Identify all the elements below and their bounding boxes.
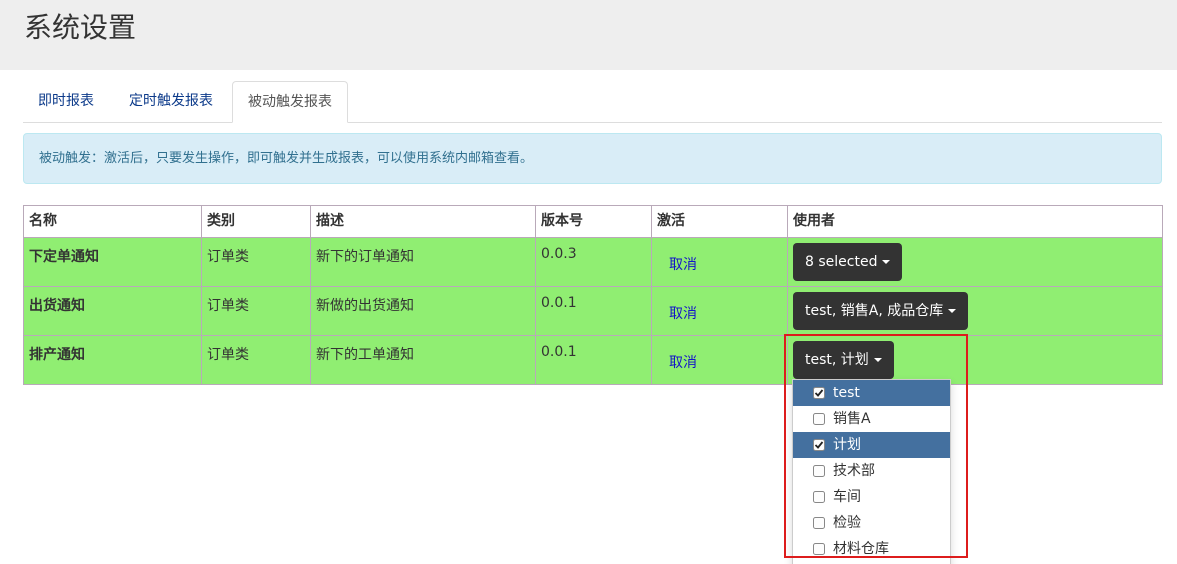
table-cell: 订单类	[201, 237, 311, 287]
table-cell: test, 计划	[787, 335, 1163, 385]
users-select-button[interactable]: test, 销售A, 成品仓库	[793, 292, 969, 330]
table-cell: 新下的工单通知	[310, 335, 536, 385]
option-label: 检验	[833, 515, 861, 531]
tab[interactable]: 定时触发报表	[129, 93, 213, 109]
dropdown-option[interactable]: 材料仓库	[793, 536, 950, 562]
dropdown-option[interactable]: 车间	[793, 484, 950, 510]
checkbox[interactable]	[813, 491, 825, 503]
column-header: 版本号	[535, 205, 652, 238]
option-label: 销售A	[833, 411, 871, 427]
checkbox[interactable]	[813, 517, 825, 529]
option-label: 车间	[833, 489, 861, 505]
column-header: 使用者	[787, 205, 1163, 238]
dropdown-option[interactable]: test	[793, 380, 950, 406]
table-row: 下定单通知 订单类 新下的订单通知 0.0.3 取消 8 selected	[23, 237, 1163, 287]
table-cell: test, 销售A, 成品仓库	[787, 286, 1163, 336]
table-cell: 新下的订单通知	[310, 237, 536, 287]
table-row: 出货通知 订单类 新做的出货通知 0.0.1 取消 test, 销售A, 成品仓库	[23, 286, 1163, 336]
table-cell: 新做的出货通知	[310, 286, 536, 336]
page-title: 系统设置	[24, 11, 137, 44]
caret-icon	[882, 260, 891, 264]
table-cell: 下定单通知	[23, 237, 202, 287]
dropdown-option[interactable]: 计划	[793, 432, 950, 458]
dropdown-option[interactable]: 销售A	[793, 406, 950, 432]
dropdown-option[interactable]: 技术部	[793, 458, 950, 484]
checkbox[interactable]	[813, 543, 825, 555]
users-select-button[interactable]: 8 selected	[793, 243, 903, 281]
column-header: 激活	[651, 205, 788, 238]
checkbox[interactable]	[813, 465, 825, 477]
report-table: 名称 类别 描述 版本号 激活 使用者 下定单通知 订单类 新下的订单通知 0.0.3 取消 8 s…	[23, 205, 1163, 385]
table-cell: 出货通知	[23, 286, 202, 336]
option-label: 计划	[833, 437, 861, 453]
dropdown-option[interactable]: 检验	[793, 510, 950, 536]
button-label: test, 销售A, 成品仓库	[805, 303, 944, 319]
table-cell: 0.0.1	[535, 335, 652, 385]
table-cell: 0.0.1	[535, 286, 652, 336]
checkbox[interactable]	[813, 387, 825, 399]
tab-bar: 即时报表 定时触发报表 被动触发报表	[23, 81, 1162, 123]
column-header: 描述	[310, 205, 536, 238]
checkbox[interactable]	[813, 413, 825, 425]
header: 系统设置	[0, 0, 1177, 70]
header-row: 名称 类别 描述 版本号 激活 使用者	[23, 205, 1163, 238]
table-cell: 排产通知	[23, 335, 202, 385]
checkbox[interactable]	[813, 439, 825, 451]
user-dropdown-menu: test 销售A 计划技术部车间检验材料仓库	[792, 379, 951, 564]
cancel-link[interactable]: 取消	[669, 306, 697, 322]
caret-icon	[873, 358, 882, 362]
caret-icon	[948, 309, 957, 313]
button-label: test, 计划	[805, 352, 869, 368]
column-header: 类别	[201, 205, 311, 238]
table-body: 下定单通知 订单类 新下的订单通知 0.0.3 取消 8 selected 出货通知 订单类新…	[23, 237, 1163, 385]
table-cell: 0.0.3	[535, 237, 652, 287]
option-label: test	[833, 385, 860, 401]
table-cell: 8 selected	[787, 237, 1163, 287]
cancel-link[interactable]: 取消	[669, 355, 697, 371]
option-label: 技术部	[833, 463, 875, 479]
table-cell: 订单类	[201, 286, 311, 336]
table-cell: 取消	[651, 335, 788, 385]
column-header: 名称	[23, 205, 202, 238]
info-alert: 被动触发：激活后，只要发生操作，即可触发并生成报表，可以使用系统内邮箱查看。	[23, 133, 1162, 184]
table-cell: 取消	[651, 286, 788, 336]
tab[interactable]: 即时报表	[38, 93, 94, 109]
tab[interactable]: 被动触发报表	[232, 81, 348, 123]
button-label: 8 selected	[805, 254, 878, 270]
option-label: 材料仓库	[833, 541, 889, 557]
cancel-link[interactable]: 取消	[669, 257, 697, 273]
table-row: 排产通知 订单类 新下的工单通知 0.0.1 取消 test, 计划	[23, 335, 1163, 385]
table-cell: 取消	[651, 237, 788, 287]
table-cell: 订单类	[201, 335, 311, 385]
users-select-button[interactable]: test, 计划	[793, 341, 894, 379]
